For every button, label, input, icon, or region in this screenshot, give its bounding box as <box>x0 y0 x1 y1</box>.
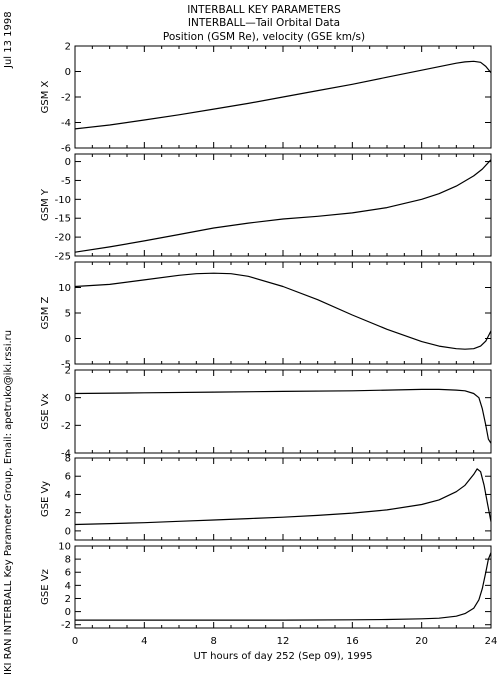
y-axis-label-gsm-z: GSM Z <box>40 296 51 329</box>
x-axis-label: UT hours of day 252 (Sep 09), 1995 <box>194 651 373 662</box>
y-tick-label-gse-vy: 4 <box>65 490 71 501</box>
y-axis-label-gse-vy: GSE Vy <box>40 481 51 517</box>
date-label: Jul 13 1998 <box>3 11 14 69</box>
y-tick-label-gse-vy: 2 <box>65 508 71 519</box>
y-tick-label-gsm-x: -2 <box>61 93 71 104</box>
title-line-2: INTERBALL—Tail Orbital Data <box>188 17 340 29</box>
x-tick-label: 24 <box>485 636 498 647</box>
y-tick-label-gse-vy: 0 <box>65 526 71 537</box>
series-line-gse-vx <box>74 388 492 444</box>
y-tick-label-gse-vz: 10 <box>58 542 71 553</box>
y-tick-label-gse-vx: 0 <box>65 393 71 404</box>
series-line-gsm-z <box>74 272 492 350</box>
y-axis-label-gsm-y: GSM Y <box>40 188 51 221</box>
y-tick-label-gsm-y: -20 <box>55 233 71 244</box>
y-tick-label-gsm-x: 2 <box>65 42 71 53</box>
title-line-3: Position (GSM Re), velocity (GSE km/s) <box>163 31 365 43</box>
y-tick-label-gse-vx: -4 <box>61 449 71 460</box>
y-tick-label-gse-vx: 2 <box>65 366 71 377</box>
x-tick-label: 12 <box>277 636 290 647</box>
y-tick-label-gsm-y: 0 <box>65 157 71 168</box>
series-line-gse-vy <box>74 468 492 526</box>
x-tick-label: 0 <box>72 636 78 647</box>
x-tick-label: 8 <box>210 636 216 647</box>
y-tick-label-gsm-y: -5 <box>61 176 71 187</box>
y-tick-label-gse-vy: 8 <box>65 454 71 465</box>
y-tick-label-gse-vz: 0 <box>65 607 71 618</box>
y-tick-label-gsm-z: 5 <box>65 309 71 320</box>
y-tick-label-gse-vy: 6 <box>65 472 71 483</box>
y-tick-label-gse-vz: 2 <box>65 594 71 605</box>
series-line-gsm-x <box>74 60 492 130</box>
x-tick-label: 20 <box>415 636 428 647</box>
y-tick-label-gsm-x: 0 <box>65 67 71 78</box>
title-line-1: INTERBALL KEY PARAMETERS <box>187 4 341 16</box>
y-tick-label-gsm-z: -5 <box>61 360 71 371</box>
y-tick-label-gsm-z: 10 <box>58 283 71 294</box>
y-axis-label-gse-vz: GSE Vz <box>40 569 51 605</box>
x-tick-label: 16 <box>346 636 359 647</box>
y-tick-label-gsm-x: -4 <box>61 118 71 129</box>
y-tick-label-gsm-y: -25 <box>55 252 71 263</box>
x-tick-label: 4 <box>141 636 147 647</box>
y-tick-label-gse-vx: -2 <box>61 421 71 432</box>
y-tick-label-gse-vz: -2 <box>61 620 71 631</box>
y-tick-label-gsm-z: 0 <box>65 334 71 345</box>
y-tick-label-gse-vz: 8 <box>65 555 71 566</box>
series-line-gsm-y <box>74 159 492 253</box>
y-axis-label-gsm-x: GSM X <box>40 80 51 113</box>
credit-label: IKI RAN INTERBALL Key Parameter Group, E… <box>3 330 14 675</box>
y-axis-label-gse-vx: GSE Vx <box>40 393 51 429</box>
y-tick-label-gsm-y: -15 <box>55 214 71 225</box>
series-line-gse-vz <box>75 552 492 621</box>
y-tick-label-gse-vz: 6 <box>65 568 71 579</box>
y-tick-label-gsm-x: -6 <box>61 144 71 155</box>
y-tick-label-gse-vz: 4 <box>65 581 71 592</box>
y-tick-label-gsm-y: -10 <box>55 195 71 206</box>
